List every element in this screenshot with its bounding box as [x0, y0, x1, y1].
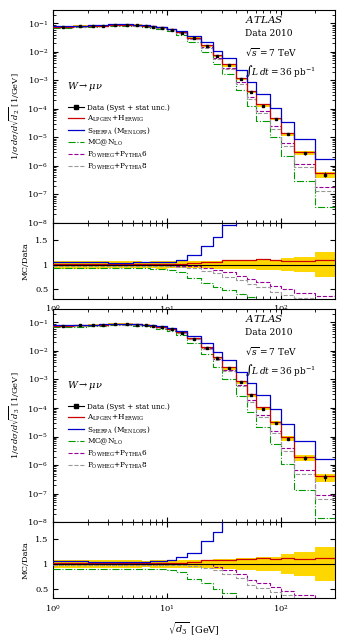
- Text: $\mathit{ATLAS}$: $\mathit{ATLAS}$: [245, 313, 283, 324]
- Text: Data 2010: Data 2010: [245, 29, 293, 38]
- Text: $\int L\,dt = 36\ \mathrm{pb}^{-1}$: $\int L\,dt = 36\ \mathrm{pb}^{-1}$: [245, 362, 316, 378]
- Y-axis label: MC/Data: MC/Data: [22, 242, 30, 280]
- X-axis label: $\sqrt{d_3}\ [\mathrm{GeV}]$: $\sqrt{d_3}\ [\mathrm{GeV}]$: [169, 620, 220, 637]
- X-axis label: $\sqrt{d_2}\ [\mathrm{GeV}]$: $\sqrt{d_2}\ [\mathrm{GeV}]$: [169, 321, 220, 337]
- Legend: Data (Syst + stat unc.), $\mathrm{A}_\mathrm{LPGEN}$+$\mathrm{H}_\mathrm{ERWIG}$: Data (Syst + stat unc.), $\mathrm{A}_\ma…: [65, 400, 173, 474]
- Y-axis label: $1/\sigma\,d\sigma/d\sqrt{d_3}\ [1/\mathrm{GeV}]$: $1/\sigma\,d\sigma/d\sqrt{d_3}\ [1/\math…: [7, 372, 22, 460]
- Text: Data 2010: Data 2010: [245, 328, 293, 337]
- Text: $\int L\,dt = 36\ \mathrm{pb}^{-1}$: $\int L\,dt = 36\ \mathrm{pb}^{-1}$: [245, 63, 316, 79]
- Y-axis label: MC/Data: MC/Data: [22, 541, 30, 579]
- Text: $W \rightarrow \mu\nu$: $W \rightarrow \mu\nu$: [67, 80, 103, 93]
- Text: $\mathit{ATLAS}$: $\mathit{ATLAS}$: [245, 14, 283, 25]
- Y-axis label: $1/\sigma\,d\sigma/d\sqrt{d_2}\ [1/\mathrm{GeV}]$: $1/\sigma\,d\sigma/d\sqrt{d_2}\ [1/\math…: [7, 72, 22, 160]
- Legend: Data (Syst + stat unc.), $\mathrm{A}_\mathrm{LPGEN}$+$\mathrm{H}_\mathrm{ERWIG}$: Data (Syst + stat unc.), $\mathrm{A}_\ma…: [65, 100, 173, 175]
- Text: $\sqrt{s} = 7\ \mathrm{TeV}$: $\sqrt{s} = 7\ \mathrm{TeV}$: [245, 345, 297, 356]
- Text: $W \rightarrow \mu\nu$: $W \rightarrow \mu\nu$: [67, 380, 103, 392]
- Text: $\sqrt{s} = 7\ \mathrm{TeV}$: $\sqrt{s} = 7\ \mathrm{TeV}$: [245, 46, 297, 58]
